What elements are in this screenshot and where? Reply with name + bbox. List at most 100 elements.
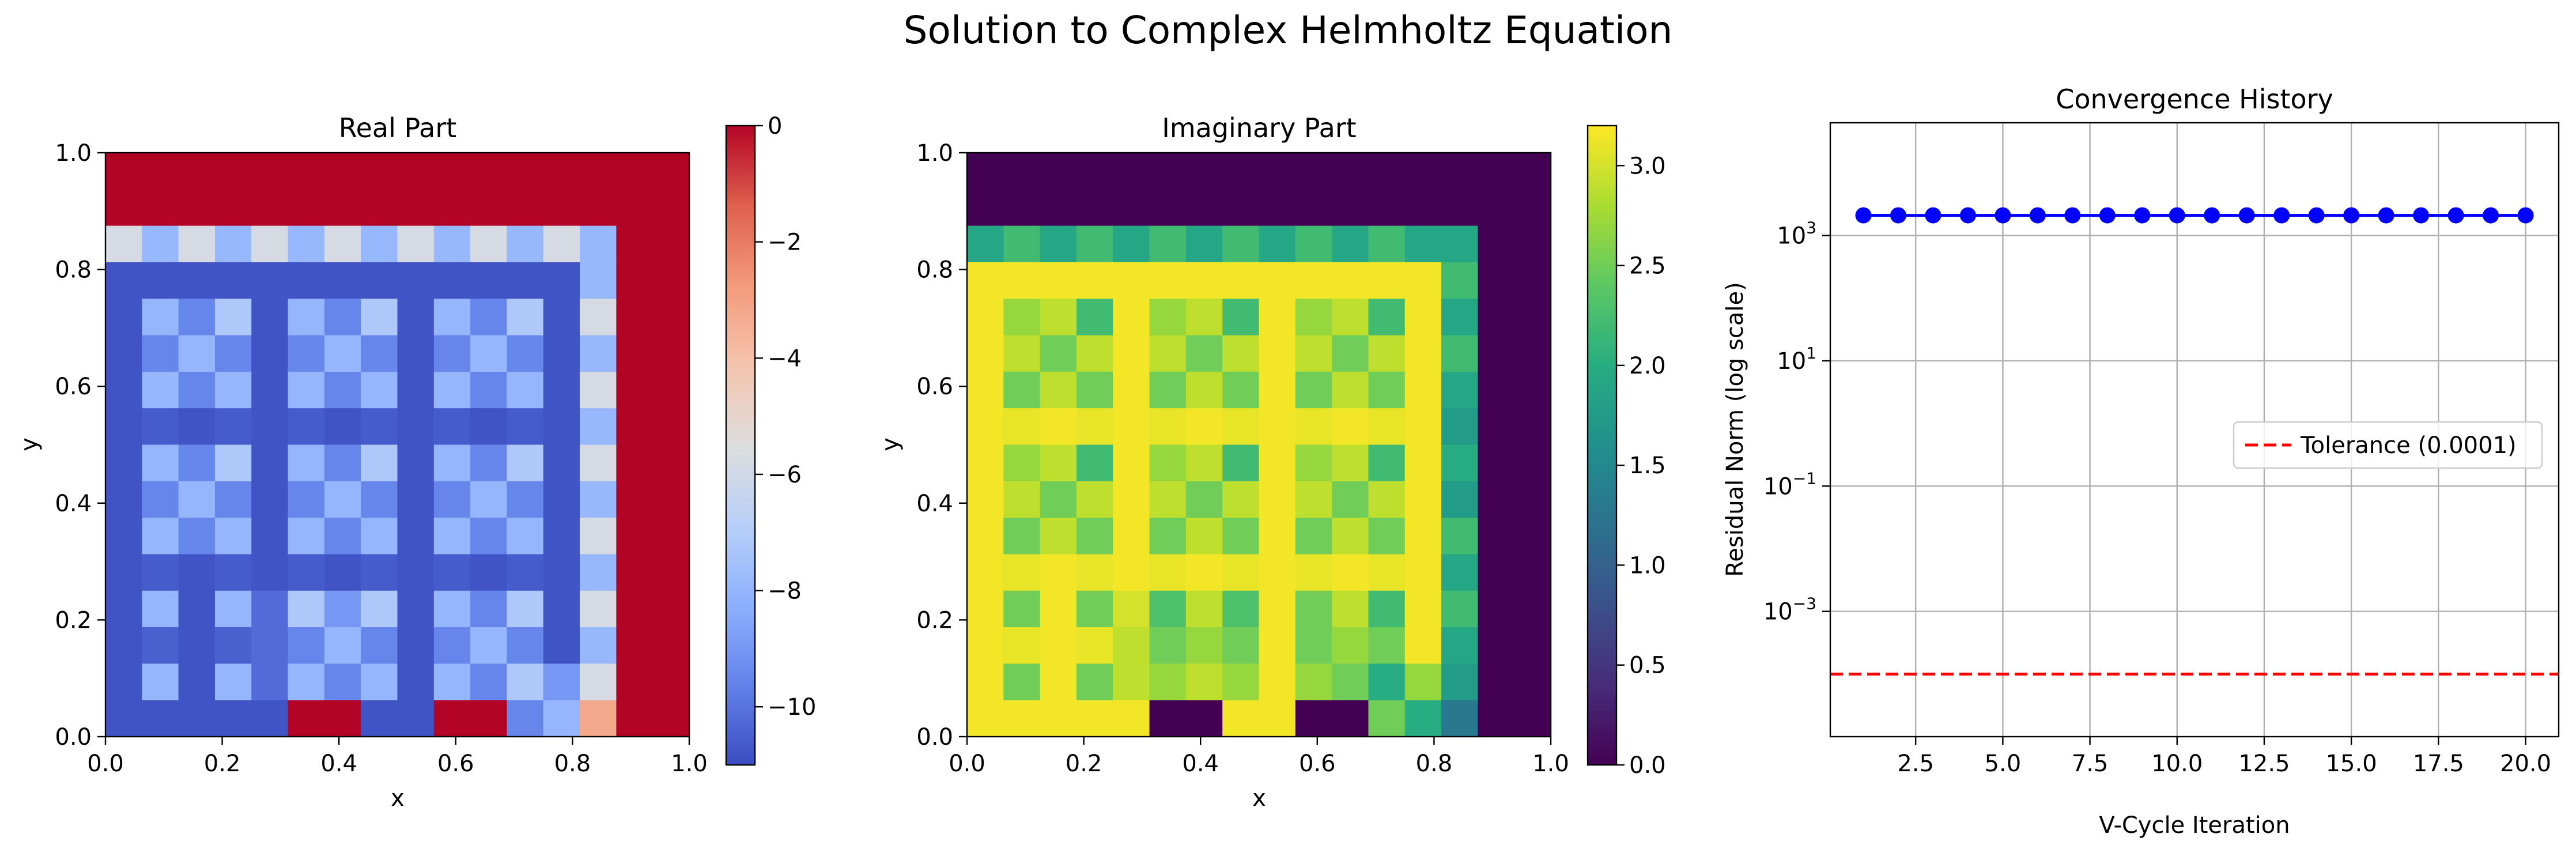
imag-cell-10-9 bbox=[1295, 518, 1332, 555]
real-cell-3-12 bbox=[543, 262, 580, 299]
real-cell-8-8 bbox=[397, 444, 435, 482]
real-cell-5-2 bbox=[178, 335, 216, 372]
imaginary-part-heatmap bbox=[967, 153, 1551, 737]
imag-xtick-label-4: 0.8 bbox=[1416, 751, 1453, 777]
real-xtick-label-1: 0.2 bbox=[204, 751, 241, 777]
real-cell-2-13 bbox=[580, 225, 617, 263]
real-cell-11-7 bbox=[361, 554, 398, 591]
real-cell-12-6 bbox=[324, 590, 361, 628]
imag-cbar-tick-label-6: 3.0 bbox=[1629, 153, 1666, 179]
imag-ytick-label-3: 0.6 bbox=[916, 374, 953, 400]
real-cell-12-10 bbox=[470, 590, 508, 628]
real-cell-9-6 bbox=[324, 481, 361, 518]
imag-cell-3-13 bbox=[1441, 262, 1478, 299]
real-cell-2-4 bbox=[251, 225, 289, 263]
imag-cell-15-13 bbox=[1441, 700, 1478, 737]
imag-cell-3-7 bbox=[1222, 262, 1260, 299]
real-cell-13-11 bbox=[507, 627, 544, 664]
real-cell-14-10 bbox=[470, 663, 508, 701]
imag-cell-12-12 bbox=[1404, 590, 1442, 628]
imag-cell-9-12 bbox=[1404, 481, 1442, 518]
imag-cell-0-2 bbox=[1040, 153, 1077, 190]
imag-xtick-label-3: 0.6 bbox=[1299, 751, 1336, 777]
imag-cell-9-8 bbox=[1259, 481, 1296, 518]
real-cell-6-13 bbox=[580, 371, 617, 409]
real-cell-15-7 bbox=[361, 700, 398, 737]
imag-cell-5-11 bbox=[1368, 335, 1406, 372]
imag-xtick-label-2: 0.4 bbox=[1182, 751, 1219, 777]
imag-cell-2-0 bbox=[967, 225, 1004, 263]
real-cell-2-3 bbox=[214, 225, 252, 263]
imag-cell-5-10 bbox=[1332, 335, 1369, 372]
real-ytick-label-2: 0.4 bbox=[55, 491, 92, 517]
legend-tolerance-label: Tolerance (0.0001) bbox=[2300, 432, 2517, 459]
imag-cbar-tick-label-4: 2.0 bbox=[1629, 353, 1666, 379]
imag-cell-14-7 bbox=[1222, 663, 1260, 701]
real-cell-15-1 bbox=[142, 700, 179, 737]
imag-cell-5-8 bbox=[1259, 335, 1296, 372]
imaginary-part-colorbar bbox=[1587, 125, 1618, 766]
real-cell-12-8 bbox=[397, 590, 435, 628]
real-cell-10-11 bbox=[507, 518, 544, 555]
imag-cell-13-1 bbox=[1003, 627, 1041, 664]
imag-cell-12-14 bbox=[1478, 590, 1515, 628]
imag-cell-10-14 bbox=[1478, 518, 1515, 555]
imag-cell-0-14 bbox=[1478, 153, 1515, 190]
imag-cbar-tick-label-2: 1.0 bbox=[1629, 552, 1666, 579]
real-cell-15-12 bbox=[543, 700, 580, 737]
real-cell-4-15 bbox=[652, 299, 690, 336]
imag-cell-1-12 bbox=[1404, 189, 1442, 227]
real-cell-6-14 bbox=[616, 371, 654, 409]
real-cell-0-10 bbox=[470, 153, 508, 190]
residual-point-5 bbox=[1995, 207, 2011, 224]
real-cell-1-5 bbox=[288, 189, 325, 227]
imag-cell-9-13 bbox=[1441, 481, 1478, 518]
imag-cbar-tick-label-1: 0.5 bbox=[1629, 653, 1666, 679]
real-cell-8-10 bbox=[470, 444, 508, 482]
real-ytick-label-0: 0.0 bbox=[55, 724, 92, 751]
real-cell-8-15 bbox=[652, 444, 690, 482]
real-cell-7-1 bbox=[142, 408, 179, 446]
real-cell-2-12 bbox=[543, 225, 580, 263]
residual-point-12 bbox=[2238, 207, 2255, 224]
imaginary-part-xlabel: x bbox=[1252, 785, 1266, 812]
imag-cell-15-10 bbox=[1332, 700, 1369, 737]
real-cell-9-9 bbox=[433, 481, 471, 518]
imag-cell-6-5 bbox=[1149, 371, 1187, 409]
imag-cell-3-15 bbox=[1514, 262, 1551, 299]
convergence-xlabel: V-Cycle Iteration bbox=[2099, 812, 2290, 839]
real-part-panel: Real Part 0.0 0.2 0.4 0.6 0.8 1.0 0.00.20.40.… bbox=[16, 112, 816, 812]
conv-ytick-label-2: 10−1 bbox=[1763, 469, 1816, 500]
imag-cell-8-14 bbox=[1478, 444, 1515, 482]
real-cell-9-2 bbox=[178, 481, 216, 518]
residual-point-16 bbox=[2378, 207, 2394, 224]
imag-cell-15-14 bbox=[1478, 700, 1515, 737]
real-cell-10-8 bbox=[397, 518, 435, 555]
imag-cell-11-8 bbox=[1259, 554, 1296, 591]
real-cell-8-1 bbox=[142, 444, 179, 482]
real-cbar-tick-label-1: −2 bbox=[768, 229, 802, 256]
real-cell-7-5 bbox=[288, 408, 325, 446]
imag-cell-4-14 bbox=[1478, 299, 1515, 336]
real-cell-9-13 bbox=[580, 481, 617, 518]
imag-ytick-label-5: 1.0 bbox=[916, 140, 953, 167]
residual-point-15 bbox=[2343, 207, 2360, 224]
imag-cell-15-8 bbox=[1259, 700, 1296, 737]
imag-cell-12-9 bbox=[1295, 590, 1332, 628]
imag-cell-15-2 bbox=[1040, 700, 1077, 737]
real-cell-15-5 bbox=[288, 700, 325, 737]
imag-cell-6-11 bbox=[1368, 371, 1406, 409]
residual-point-3 bbox=[1925, 207, 1942, 224]
imag-cell-11-9 bbox=[1295, 554, 1332, 591]
imag-cell-14-9 bbox=[1295, 663, 1332, 701]
real-cell-11-4 bbox=[251, 554, 289, 591]
imag-cell-8-9 bbox=[1295, 444, 1332, 482]
imag-cell-15-7 bbox=[1222, 700, 1260, 737]
conv-xtick-label-4: 12.5 bbox=[2238, 751, 2290, 777]
real-cell-5-7 bbox=[361, 335, 398, 372]
real-cbar-tick-label-2: −4 bbox=[768, 345, 802, 372]
real-cell-0-9 bbox=[433, 153, 471, 190]
real-cell-8-9 bbox=[433, 444, 471, 482]
conv-xtick-label-5: 15.0 bbox=[2326, 751, 2377, 777]
real-cell-14-7 bbox=[361, 663, 398, 701]
